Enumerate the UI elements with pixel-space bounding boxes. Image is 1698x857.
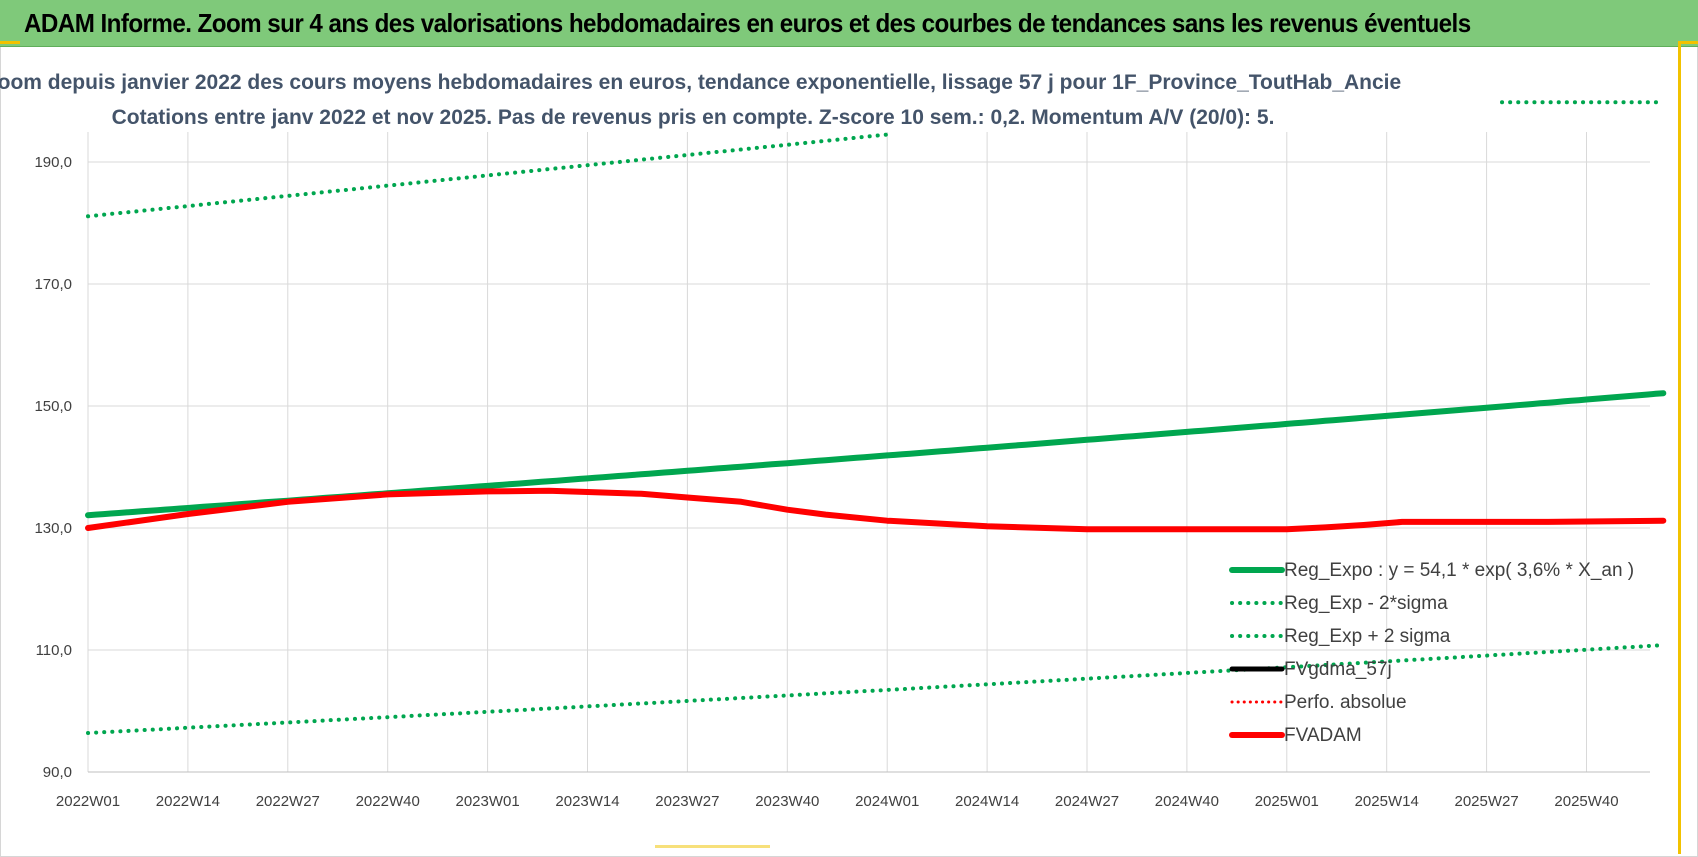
x-tick-label: 2022W14	[156, 793, 220, 810]
report-banner: ADAM Informe. Zoom sur 4 ans des valoris…	[0, 0, 1698, 47]
x-tick-label: 2024W27	[1055, 793, 1119, 810]
x-tick-label: 2024W14	[955, 793, 1019, 810]
corner-marker-top-right	[1678, 41, 1698, 44]
x-tick-label: 2025W40	[1554, 793, 1618, 810]
x-axis: 2022W01 2022W14 2022W27 2022W40 2023W01 2023W…	[56, 771, 1650, 810]
legend-label-5: FVADAM	[1284, 725, 1362, 746]
x-tick-label: 2025W27	[1454, 793, 1518, 810]
chart-title-line-2: Cotations entre janv 2022 et nov 2025. P…	[112, 106, 1275, 129]
y-axis: 90,0 110,0 130,0 150,0 170,0 190,0	[34, 154, 72, 781]
legend-label-1: Reg_Exp - 2*sigma	[1284, 593, 1448, 614]
y-tick-label: 170,0	[34, 276, 72, 293]
legend-label-3: FVgdma_57j	[1284, 659, 1392, 680]
legend-label-4: Perfo. absolue	[1284, 692, 1407, 713]
x-tick-label: 2023W27	[655, 793, 719, 810]
y-tick-label: 190,0	[34, 154, 72, 171]
y-tick-label: 110,0	[36, 642, 72, 659]
x-tick-label: 2022W27	[256, 793, 320, 810]
y-tick-label: 90,0	[43, 764, 72, 781]
x-tick-label: 2024W40	[1155, 793, 1219, 810]
series-lines	[85, 100, 1667, 735]
legend-label-0: Reg_Expo : y = 54,1 * exp( 3,6% * X_an )	[1284, 560, 1634, 581]
x-tick-label: 2024W01	[855, 793, 919, 810]
corner-marker-bottom-center	[655, 845, 770, 848]
x-tick-label: 2025W14	[1355, 793, 1419, 810]
x-tick-label: 2025W01	[1255, 793, 1319, 810]
y-tick-label: 150,0	[34, 398, 72, 415]
series-line-5	[85, 487, 1667, 533]
series-line-1	[86, 643, 1666, 735]
x-tick-label: 2023W14	[555, 793, 619, 810]
x-tick-label: 2022W01	[56, 793, 120, 810]
x-tick-label: 2022W40	[356, 793, 420, 810]
gridlines	[87, 132, 1650, 773]
x-tick-label: 2023W40	[755, 793, 819, 810]
chart-title-line-1: Zoom depuis janvier 2022 des cours moyen…	[0, 71, 1401, 94]
legend: Reg_Expo : y = 54,1 * exp( 3,6% * X_an )…	[1229, 560, 1634, 746]
legend-label-2: Reg_Exp + 2 sigma	[1284, 626, 1451, 647]
corner-marker-top-left	[0, 41, 20, 44]
corner-marker-right	[1678, 44, 1681, 854]
y-tick-label: 130,0	[34, 520, 72, 537]
x-tick-label: 2023W01	[455, 793, 519, 810]
report-title: ADAM Informe. Zoom sur 4 ans des valoris…	[24, 8, 1471, 38]
